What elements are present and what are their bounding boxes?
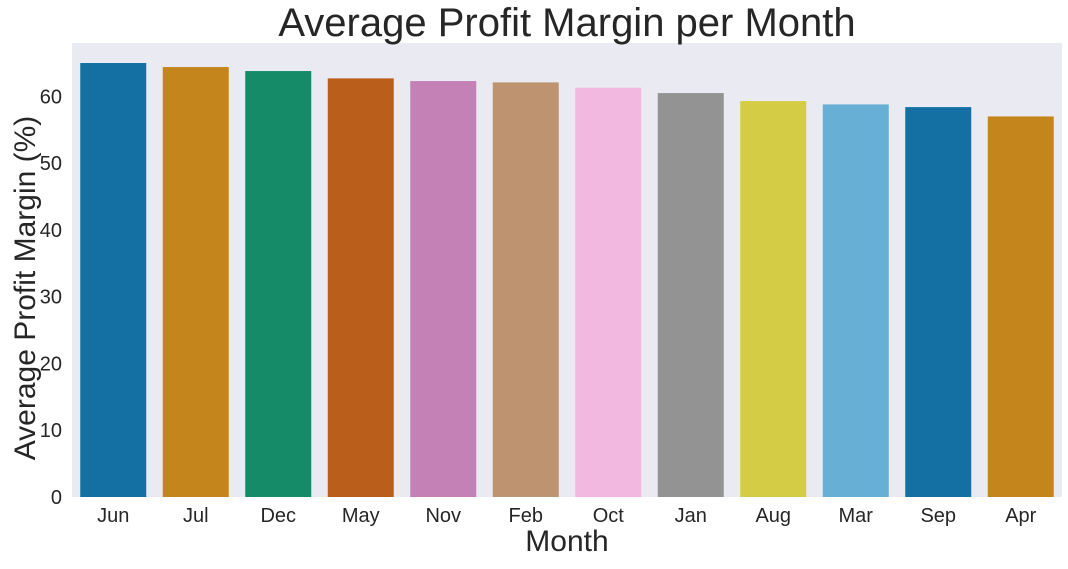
bar-jul (162, 67, 229, 498)
bar-dec (245, 71, 312, 498)
bar-oct (575, 87, 642, 497)
bar-sep (905, 107, 972, 497)
bar-nov (410, 81, 477, 498)
y-tick-label: 10 (40, 420, 62, 442)
bar-aug (740, 101, 807, 497)
y-tick-label: 50 (40, 153, 62, 175)
x-axis-label: Month (525, 525, 608, 558)
plot-area (72, 43, 1062, 497)
x-tick-label: Jun (97, 505, 129, 527)
y-axis-label: Average Profit Margin (%) (9, 116, 42, 461)
bar-apr (987, 116, 1054, 498)
y-tick-label: 0 (51, 487, 62, 509)
y-axis-ticks: 0 10 20 30 40 50 60 (40, 86, 62, 509)
x-tick-label: Apr (1005, 505, 1036, 527)
x-tick-label: Nov (425, 505, 461, 527)
bar-feb (492, 82, 559, 497)
y-tick-label: 20 (40, 353, 62, 375)
y-tick-label: 30 (40, 287, 62, 309)
y-tick-label: 40 (40, 220, 62, 242)
chart-title: Average Profit Margin per Month (278, 1, 855, 45)
x-tick-label: Feb (509, 505, 543, 527)
bar-jan (657, 93, 724, 497)
x-tick-label: Oct (593, 505, 625, 527)
x-tick-label: Jan (675, 505, 707, 527)
x-axis-ticks: Jun Jul Dec May Nov Feb Oct Jan Aug Mar Sep Apr (97, 505, 1037, 527)
bar-mar (822, 104, 889, 498)
x-tick-label: May (342, 505, 380, 527)
x-tick-label: Sep (920, 505, 956, 527)
bars (80, 63, 1054, 498)
x-tick-label: Jul (183, 505, 209, 527)
bar-jun (80, 63, 147, 497)
bar-may (327, 78, 394, 498)
x-tick-label: Aug (755, 505, 791, 527)
x-tick-label: Dec (260, 505, 296, 527)
y-tick-label: 60 (40, 86, 62, 108)
x-tick-label: Mar (839, 505, 874, 527)
